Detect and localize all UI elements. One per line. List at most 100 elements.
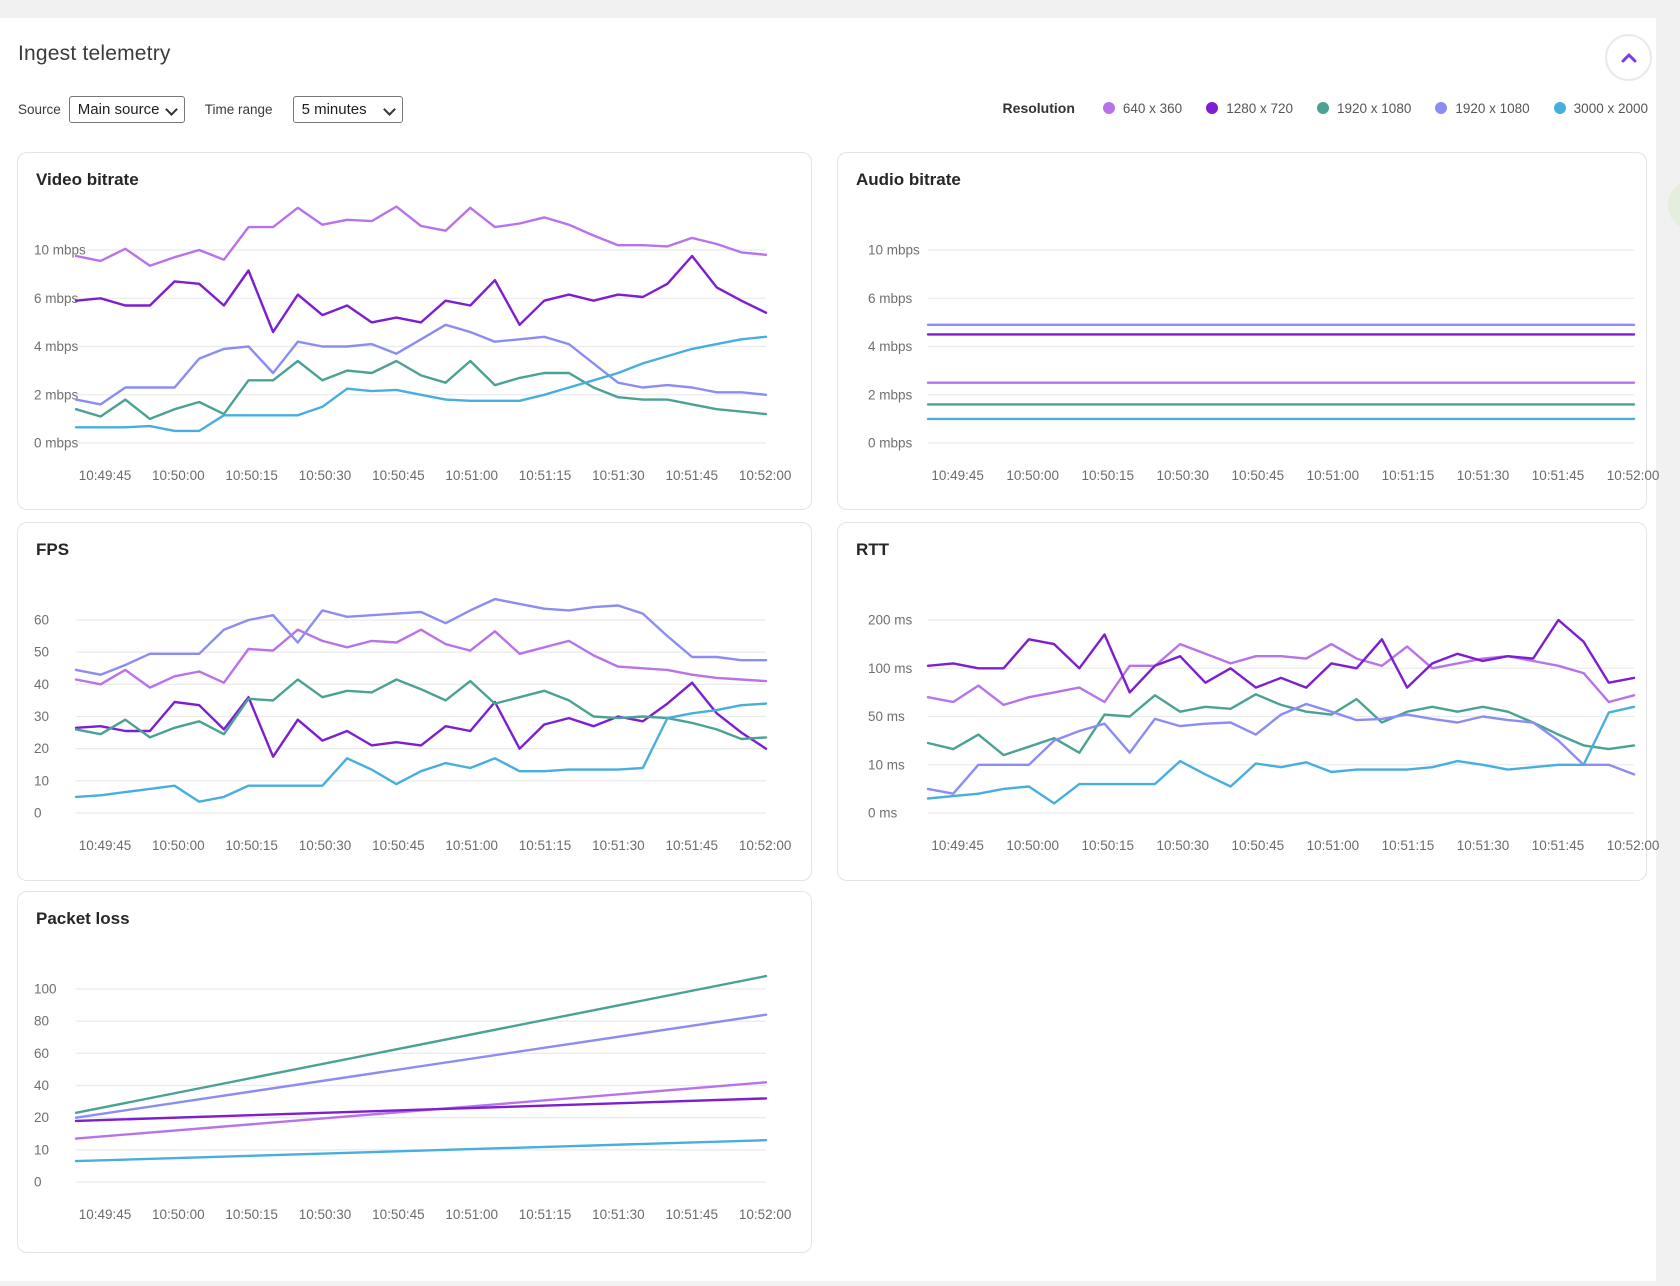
chart-line-640x360	[74, 205, 768, 267]
chart-line-1920x1080	[74, 359, 768, 421]
x-axis-tick-label: 10:50:30	[299, 468, 352, 483]
time-range-label: Time range	[204, 101, 273, 117]
x-axis-tick-label: 10:50:15	[225, 468, 278, 483]
x-axis-tick-label: 10:51:00	[1307, 838, 1360, 853]
video-bitrate-card: Video bitrate 0 mbps 2 mbps 4 mbps 6 mbps 10…	[17, 152, 812, 510]
y-axis-tick-label: 0 ms	[868, 806, 898, 821]
chart-line-1920x1080	[926, 702, 1636, 795]
y-axis-tick-label: 30	[34, 709, 49, 724]
y-axis-tick-label: 80	[34, 1014, 49, 1029]
fps-chart: 0 10 20 30 40 50 60 10:49:45 10:50:00 10:50:15 10:…	[34, 597, 792, 853]
y-axis-tick-label: 0	[34, 1175, 42, 1190]
chart-title: Packet loss	[36, 909, 130, 928]
page-title: Ingest telemetry	[18, 42, 171, 65]
collapse-panel-button[interactable]	[1605, 34, 1652, 81]
x-axis-tick-label: 10:50:15	[1081, 838, 1134, 853]
chart-line-1920x1080	[74, 323, 768, 406]
audio-bitrate-chart: 0 mbps 2 mbps 4 mbps 6 mbps 10 mbps 10:49:45 1…	[868, 243, 1659, 484]
x-axis-tick-label: 10:49:45	[79, 838, 132, 853]
y-axis-tick-label: 4 mbps	[868, 339, 913, 354]
x-axis-tick-label: 10:49:45	[931, 838, 984, 853]
source-select[interactable]: Main source	[77, 100, 160, 118]
video-bitrate-chart: 0 mbps 2 mbps 4 mbps 6 mbps 10 mbps 10:49:45 1…	[34, 205, 792, 483]
x-axis-tick-label: 10:51:30	[592, 468, 645, 483]
packet-loss-chart: 0 10 20 40 60 80 100 10:49:45 10:50:00 10:50:15 10…	[34, 974, 792, 1222]
x-axis-tick-label: 10:50:45	[1232, 838, 1285, 853]
legend-dot-icon	[1317, 102, 1330, 114]
y-axis-tick-label: 200 ms	[868, 613, 913, 628]
x-axis-tick-label: 10:51:15	[519, 838, 572, 853]
x-axis-tick-label: 10:51:30	[592, 838, 645, 853]
x-axis-tick-label: 10:52:00	[739, 468, 792, 483]
chart-line-640x360	[926, 642, 1636, 707]
chart-line-1280x720	[74, 254, 768, 334]
chart-line-1280x720	[74, 1097, 768, 1123]
x-axis-tick-label: 10:50:30	[299, 1207, 352, 1222]
chart-line-3000x2000	[74, 702, 768, 803]
legend-item-1280x720: 1280 x 720	[1206, 101, 1293, 116]
legend-dot-icon	[1102, 102, 1115, 114]
y-axis-tick-label: 0	[34, 806, 42, 821]
x-axis-tick-label: 10:49:45	[79, 1207, 132, 1222]
legend-dot-icon	[1435, 102, 1448, 114]
y-axis-tick-label: 60	[34, 1046, 49, 1061]
x-axis-tick-label: 10:52:00	[1607, 838, 1660, 853]
x-axis-tick-label: 10:51:15	[519, 1207, 572, 1222]
x-axis-tick-label: 10:49:45	[79, 468, 132, 483]
y-axis-tick-label: 6 mbps	[34, 291, 79, 306]
legend-dot-icon	[1206, 102, 1219, 114]
x-axis-tick-label: 10:51:00	[445, 1207, 498, 1222]
x-axis-tick-label: 10:51:15	[1382, 838, 1435, 853]
x-axis-tick-label: 10:50:45	[372, 838, 425, 853]
x-axis-tick-label: 10:51:30	[592, 1207, 645, 1222]
y-axis-tick-label: 50 ms	[868, 709, 905, 724]
x-axis-tick-label: 10:51:45	[665, 838, 718, 853]
time-range-select[interactable]: 5 minutes	[301, 100, 368, 118]
y-axis-tick-label: 40	[34, 1078, 49, 1093]
x-axis-tick-label: 10:50:15	[1081, 468, 1134, 483]
x-axis-tick-label: 10:50:00	[152, 468, 205, 483]
x-axis-tick-label: 10:51:00	[1307, 468, 1360, 483]
x-axis-tick-label: 10:50:15	[225, 838, 278, 853]
x-axis-tick-label: 10:51:45	[1532, 838, 1585, 853]
x-axis-tick-label: 10:51:15	[1382, 468, 1435, 483]
bottom-background-strip	[0, 1281, 1680, 1286]
y-axis-tick-label: 50	[34, 645, 49, 660]
y-axis-tick-label: 4 mbps	[34, 339, 79, 354]
y-axis-tick-label: 20	[34, 1110, 49, 1125]
legend-title: Resolution	[1002, 100, 1075, 116]
top-background-strip	[0, 0, 1680, 18]
chevron-up-icon	[1621, 53, 1636, 62]
y-axis-tick-label: 100	[34, 982, 57, 997]
y-axis-tick-label: 10 mbps	[34, 243, 86, 258]
x-axis-tick-label: 10:51:15	[519, 468, 572, 483]
x-axis-tick-label: 10:50:45	[372, 468, 425, 483]
chart-line-1920x1080	[74, 974, 768, 1115]
y-axis-tick-label: 40	[34, 677, 49, 692]
y-axis-tick-label: 10 ms	[868, 757, 905, 772]
chart-title: RTT	[856, 540, 890, 559]
x-axis-tick-label: 10:51:45	[665, 468, 718, 483]
x-axis-tick-label: 10:50:00	[152, 838, 205, 853]
x-axis-tick-label: 10:52:00	[739, 838, 792, 853]
y-axis-tick-label: 10	[34, 1142, 49, 1157]
chart-title: Video bitrate	[36, 170, 139, 189]
legend-item-640x360: 640 x 360	[1102, 101, 1182, 116]
rtt-card: RTT 0 ms 10 ms 50 ms 100 ms 200 ms 10:49:45 10…	[837, 522, 1659, 881]
legend-dot-icon	[1553, 102, 1566, 114]
chart-line-1920x1080	[74, 678, 768, 741]
y-axis-tick-label: 10 mbps	[868, 243, 920, 258]
x-axis-tick-label: 10:49:45	[931, 468, 984, 483]
x-axis-tick-label: 10:50:00	[152, 1207, 205, 1222]
resolution-legend: Resolution 640 x 360 1280 x 720 1920 x 1…	[1003, 100, 1648, 116]
packet-loss-card: Packet loss 0 10 20 40 60 80 100 10:49:45 10:50:…	[17, 891, 812, 1253]
x-axis-tick-label: 10:52:00	[739, 1207, 792, 1222]
legend-item-1920x1080-periwinkle: 1920 x 1080	[1435, 101, 1530, 116]
chart-line-1280x720	[74, 681, 768, 758]
chart-line-3000x2000	[926, 705, 1636, 805]
x-axis-tick-label: 10:50:00	[1006, 838, 1059, 853]
time-range-select-wrap: 5 minutes	[292, 95, 403, 123]
y-axis-tick-label: 0 mbps	[868, 436, 913, 451]
y-axis-tick-label: 10	[34, 773, 49, 788]
